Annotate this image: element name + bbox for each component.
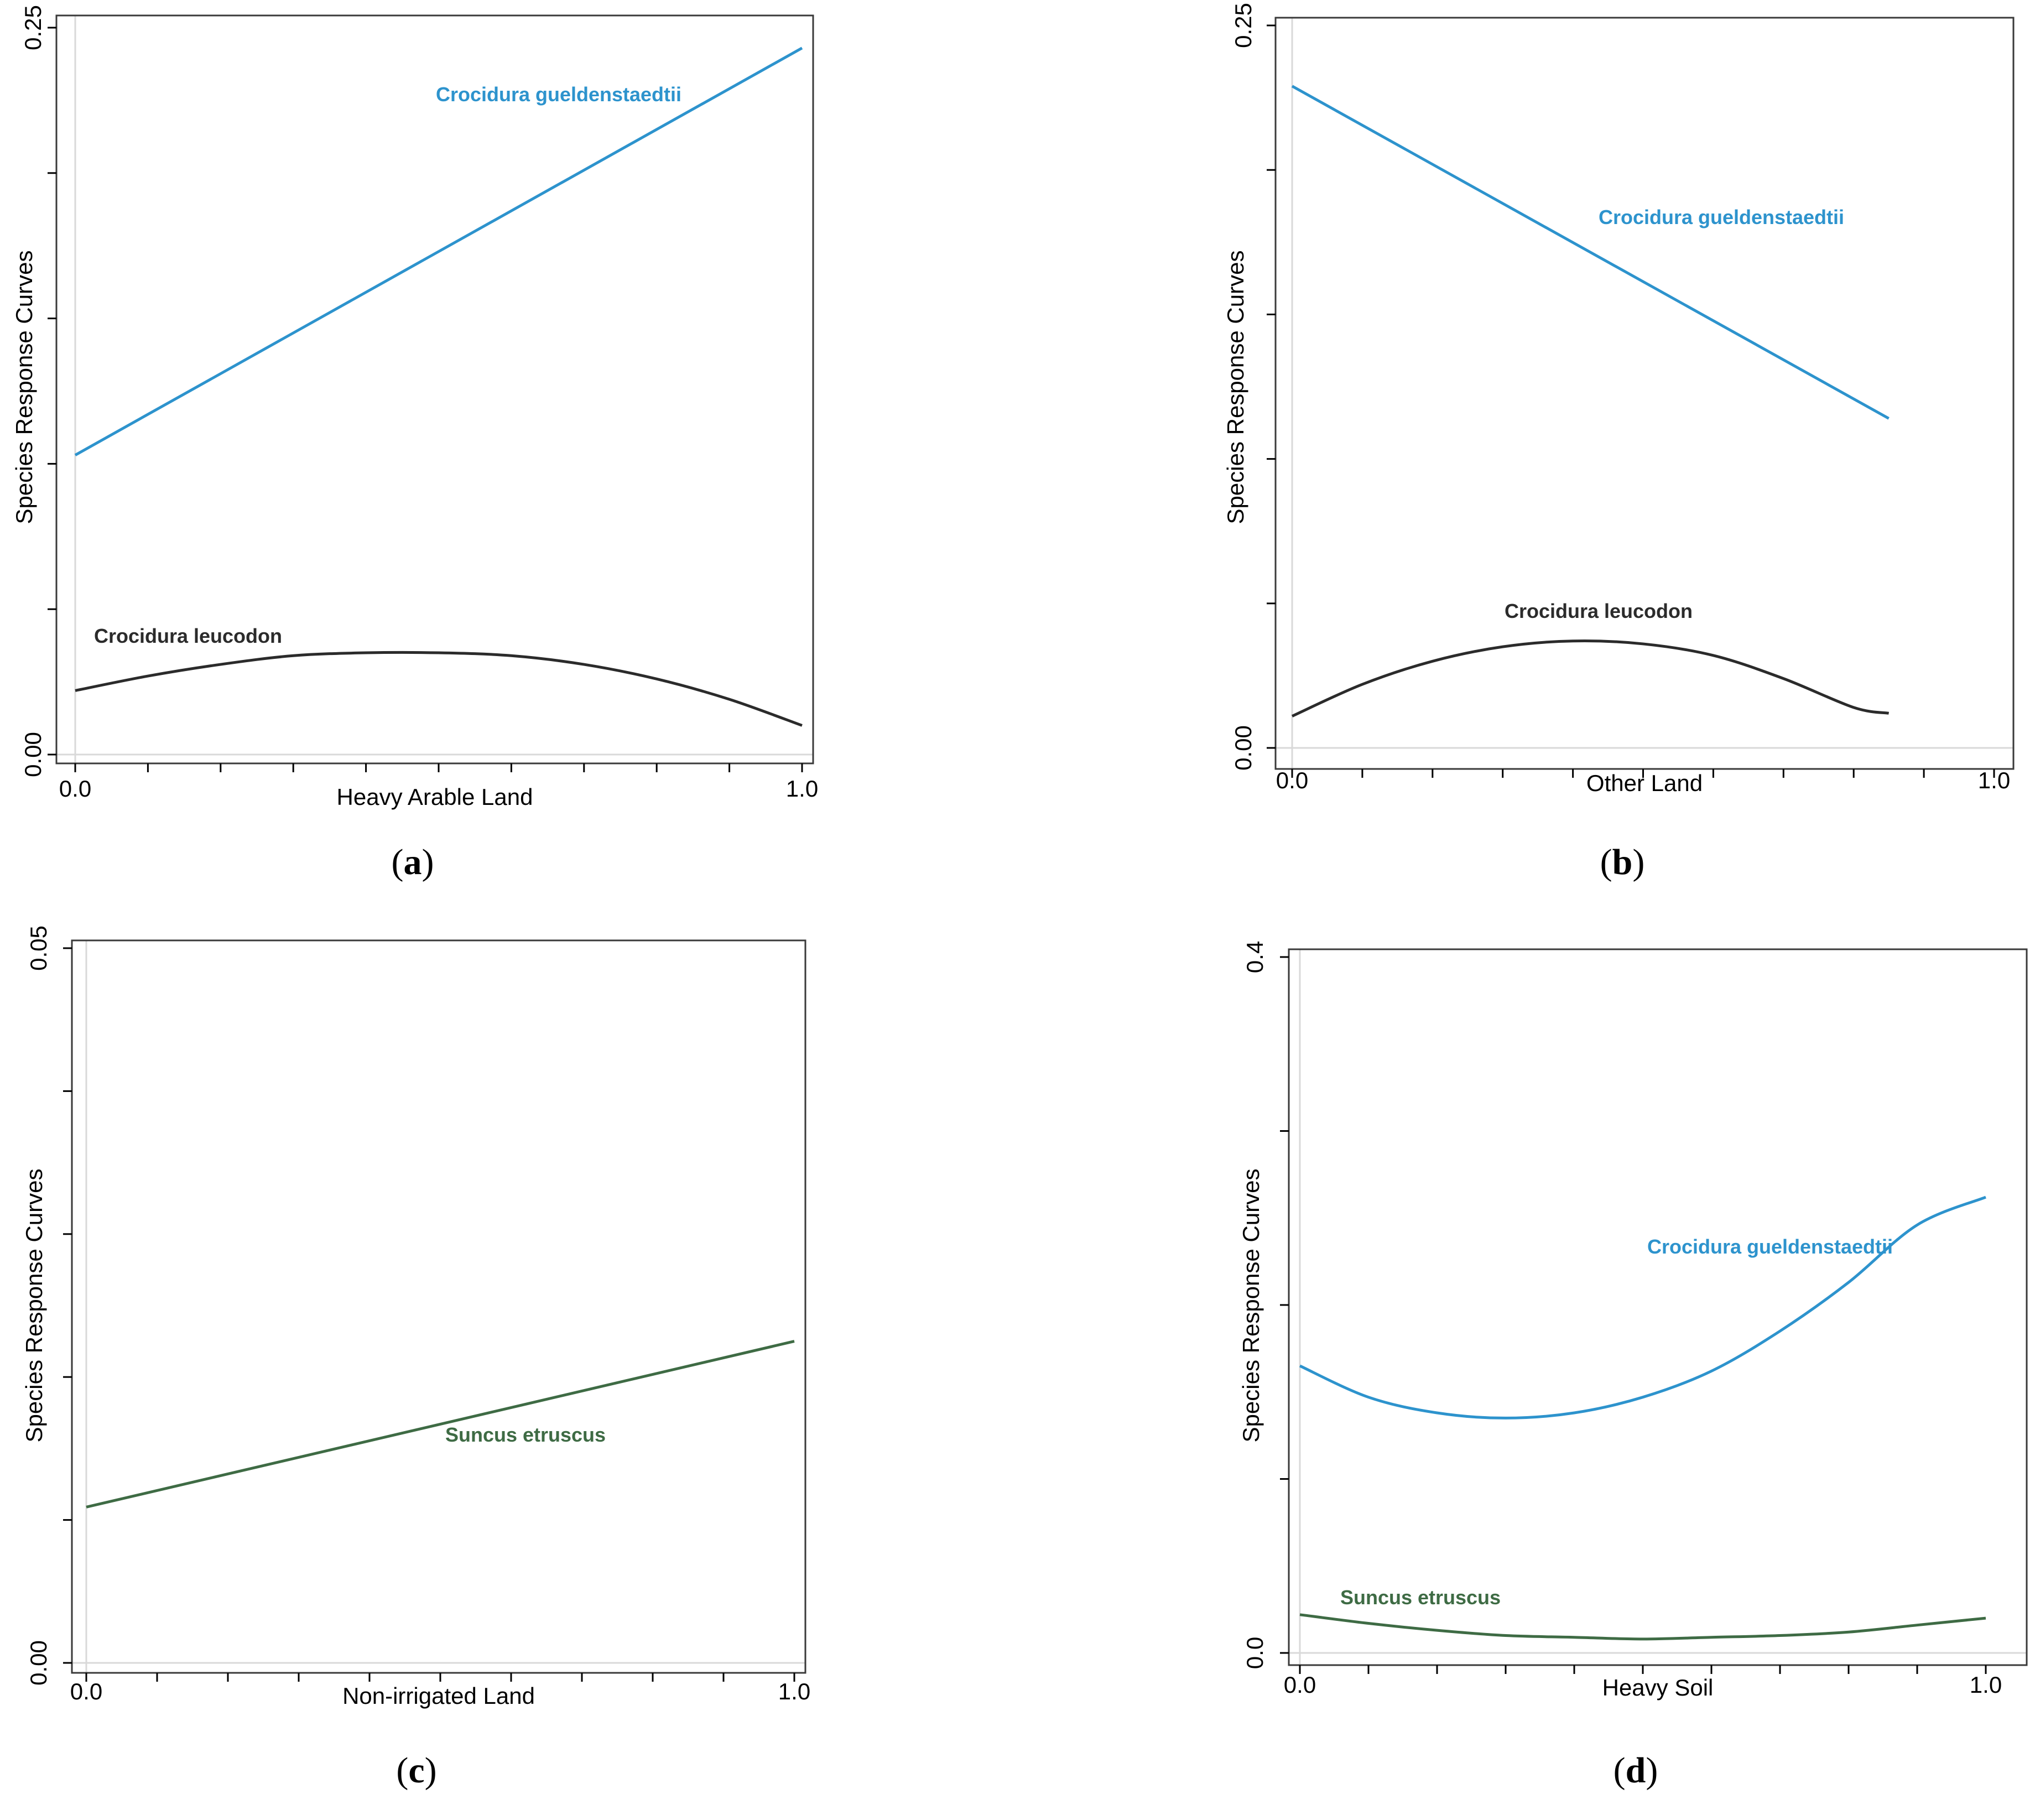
panel-c: 0.0 1.0 0.00 0.05 Non-irrigated Land Species … [21, 925, 810, 1791]
y-tick-label: 0.00 [1230, 725, 1256, 771]
panel-caption: (b) [1600, 842, 1645, 882]
x-tick-label: 1.0 [1970, 1672, 2002, 1698]
x-tick-label: 0.0 [1276, 767, 1308, 793]
x-tick-label: 0.0 [59, 776, 91, 802]
series-line-crocidura-leucodon [1291, 639, 1890, 717]
y-tick-label: 0.4 [1242, 941, 1268, 973]
series-label-suncus-etruscus: Suncus etruscus [445, 1423, 606, 1446]
series-line-crocidura-gueldenstaedtii [1299, 1195, 1986, 1419]
series-line-crocidura-leucodon [75, 651, 803, 727]
y-axis-label: Species Response Curves [1222, 251, 1248, 524]
series-label-crocidura-leucodon: Crocidura leucodon [1505, 600, 1693, 622]
y-tick-label: 0.0 [1242, 1637, 1268, 1669]
plot-frame [55, 14, 814, 765]
plot-frame [71, 939, 806, 1674]
panel-caption: (d) [1614, 1750, 1658, 1791]
y-tick-label: 0.25 [1230, 3, 1256, 48]
panel-b: 0.0 1.0 0.00 0.25 Other Land Species Response… [1222, 3, 2015, 882]
series-label-crocidura-gueldenstaedtii: Crocidura gueldenstaedtii [1647, 1235, 1893, 1258]
panel-a: 0.0 1.0 0.00 0.25 Heavy Arable Land Species R… [11, 5, 818, 882]
x-axis-label: Non-irrigated Land [342, 1683, 535, 1709]
plot-frame [1288, 948, 2028, 1666]
y-tick-label: 0.25 [20, 5, 46, 50]
y-axis-label: Species Response Curves [11, 251, 37, 524]
series-label-crocidura-gueldenstaedtii: Crocidura gueldenstaedtii [1599, 206, 1844, 228]
y-tick-label: 0.00 [25, 1640, 51, 1686]
x-tick-label: 1.0 [1978, 767, 2010, 793]
series-line-suncus-etruscus [86, 1340, 795, 1509]
y-tick-label: 0.05 [25, 925, 51, 971]
panel-d: 0.0 1.0 0.0 0.4 Heavy Soil Species Response C… [1238, 941, 2028, 1791]
x-tick-label: 1.0 [786, 776, 818, 802]
panel-caption: (a) [392, 842, 434, 882]
panel-caption: (c) [396, 1750, 436, 1791]
x-tick-label: 1.0 [778, 1678, 810, 1704]
x-tick-label: 0.0 [1284, 1672, 1316, 1698]
series-line-suncus-etruscus [1299, 1613, 1986, 1641]
x-axis-label: Heavy Arable Land [337, 784, 533, 810]
series-line-crocidura-gueldenstaedtii [1291, 85, 1890, 420]
plot-frame [1274, 17, 2015, 770]
y-tick-label: 0.00 [20, 732, 46, 777]
x-tick-label: 0.0 [70, 1678, 102, 1704]
series-line-crocidura-gueldenstaedtii [74, 46, 803, 456]
series-label-crocidura-gueldenstaedtii: Crocidura gueldenstaedtii [436, 83, 681, 106]
x-axis-label: Heavy Soil [1602, 1675, 1714, 1701]
x-axis-label: Other Land [1586, 770, 1703, 796]
series-label-crocidura-leucodon: Crocidura leucodon [94, 625, 282, 647]
y-axis-label: Species Response Curves [1238, 1169, 1264, 1443]
y-axis-label: Species Response Curves [21, 1169, 47, 1443]
series-label-suncus-etruscus: Suncus etruscus [1340, 1586, 1501, 1609]
